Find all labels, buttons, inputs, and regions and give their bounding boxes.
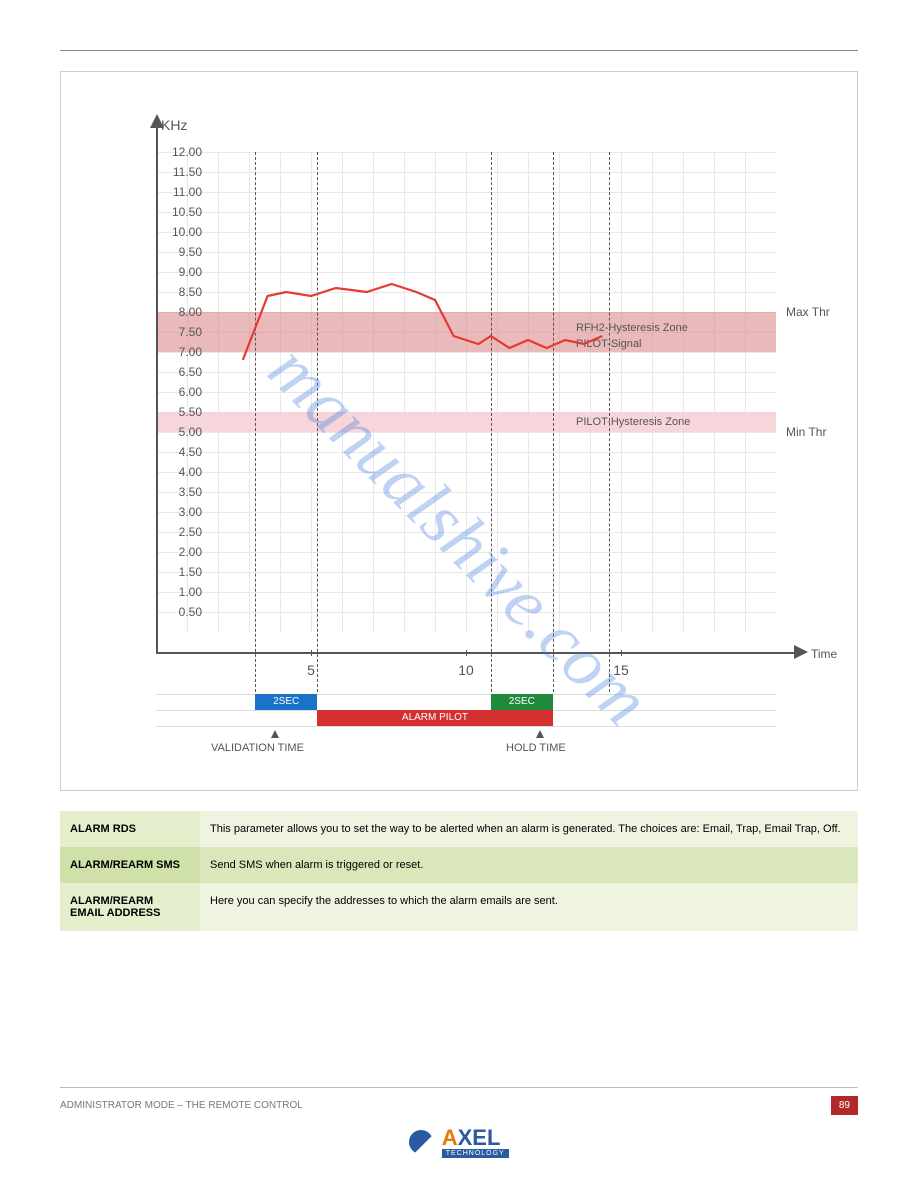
table-row-label: ALARM/REARM SMS — [60, 847, 200, 883]
y-axis-title: KHz — [161, 117, 187, 133]
page-footer: ADMINISTRATOR MODE – THE REMOTE CONTROL … — [60, 1087, 858, 1158]
top-rule — [60, 50, 858, 51]
y-axis — [156, 122, 158, 652]
x-axis — [156, 652, 796, 654]
y-tick-label: 10.00 — [172, 225, 202, 239]
timeline-block: 2SEC — [491, 694, 553, 710]
logo-a: A — [442, 1125, 458, 1150]
x-tick-label: 10 — [458, 662, 474, 678]
table-row-label: ALARM/REARM EMAIL ADDRESS — [60, 883, 200, 931]
y-tick-label: 6.50 — [179, 365, 202, 379]
y-tick-label: 2.00 — [179, 545, 202, 559]
pilot-signal-label: PILOT-Signal — [576, 338, 641, 350]
y-tick-label: 8.00 — [179, 305, 202, 319]
max-thr-label: Max Thr — [786, 305, 830, 319]
table-row-text: Send SMS when alarm is triggered or rese… — [200, 847, 858, 883]
x-axis-arrow — [794, 645, 808, 659]
table-row-text: This parameter allows you to set the way… — [200, 811, 858, 847]
y-tick-label: 6.00 — [179, 385, 202, 399]
y-tick-label: 0.50 — [179, 605, 202, 619]
y-tick-label: 8.50 — [179, 285, 202, 299]
timeline-block: 2SEC — [255, 694, 317, 710]
table-row-text: Here you can specify the addresses to wh… — [200, 883, 858, 931]
footer-left: ADMINISTRATOR MODE – THE REMOTE CONTROL — [60, 1100, 303, 1111]
y-tick-label: 11.50 — [173, 165, 202, 179]
grid — [156, 152, 776, 632]
pilot-hyst-label: PILOT-Hysteresis Zone — [576, 416, 690, 428]
y-tick-label: 9.00 — [179, 265, 202, 279]
page-number: 89 — [831, 1096, 858, 1115]
y-tick-label: 4.00 — [179, 465, 202, 479]
params-table: ALARM RDSThis parameter allows you to se… — [60, 811, 858, 931]
rfh2-label: RFH2-Hysteresis Zone — [576, 322, 688, 334]
hold-time-label: HOLD TIME — [506, 742, 566, 754]
y-tick-label: 5.00 — [179, 425, 202, 439]
x-axis-title: Time — [811, 647, 837, 661]
min-thr-label: Min Thr — [786, 425, 826, 439]
y-tick-label: 4.50 — [179, 445, 202, 459]
timeline-area: 2SEC 2SECALARM PILOT VALIDATION TIME HOLD… — [156, 692, 776, 782]
y-tick-label: 12.00 — [172, 145, 202, 159]
validation-time-label: VALIDATION TIME — [211, 742, 304, 754]
chart-frame: KHz Time RFH2-Hysteresis Zone PILOT-Hyst… — [60, 71, 858, 791]
timeline-block: ALARM PILOT — [317, 710, 553, 726]
chart-area: KHz Time RFH2-Hysteresis Zone PILOT-Hyst… — [76, 92, 842, 780]
y-tick-label: 1.00 — [179, 585, 202, 599]
y-tick-label: 7.00 — [179, 345, 202, 359]
y-tick-label: 3.50 — [179, 485, 202, 499]
y-tick-label: 7.50 — [179, 325, 202, 339]
logo-sub: TECHNOLOGY — [442, 1149, 509, 1158]
y-tick-label: 10.50 — [172, 205, 202, 219]
y-tick-label: 2.50 — [179, 525, 202, 539]
x-tick-label: 5 — [307, 662, 315, 678]
table-row-label: ALARM RDS — [60, 811, 200, 847]
logo-xel: XEL — [458, 1125, 501, 1150]
y-tick-label: 9.50 — [179, 245, 202, 259]
y-tick-label: 1.50 — [179, 565, 202, 579]
y-tick-label: 3.00 — [179, 505, 202, 519]
y-tick-label: 11.00 — [173, 185, 202, 199]
y-tick-label: 5.50 — [179, 405, 202, 419]
x-tick-label: 15 — [613, 662, 629, 678]
